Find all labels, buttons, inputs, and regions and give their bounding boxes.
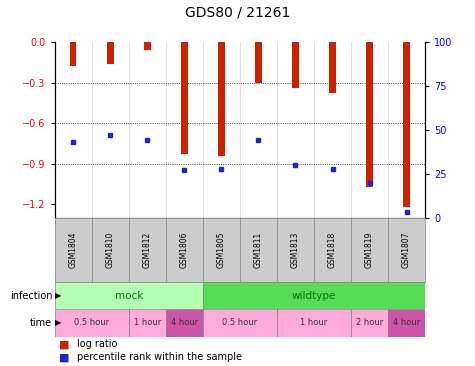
Bar [166, 309, 203, 337]
Text: GSM1811: GSM1811 [254, 232, 263, 268]
Text: 1 hour: 1 hour [133, 318, 161, 328]
Bar [366, 42, 373, 187]
Text: ■: ■ [59, 339, 70, 350]
Bar [351, 309, 388, 337]
Bar [277, 309, 351, 337]
Text: 0.5 hour: 0.5 hour [74, 318, 109, 328]
Text: ■: ■ [59, 352, 70, 362]
Bar [388, 309, 425, 337]
Text: time: time [30, 318, 52, 328]
Text: 0.5 hour: 0.5 hour [222, 318, 257, 328]
Text: GSM1812: GSM1812 [143, 232, 152, 268]
Bar [181, 42, 188, 154]
Bar [218, 42, 225, 156]
Text: 2 hour: 2 hour [356, 318, 383, 328]
Bar [107, 42, 114, 64]
Text: log ratio: log ratio [77, 339, 118, 350]
Bar [255, 42, 262, 83]
Bar [55, 282, 203, 309]
Text: ▶: ▶ [55, 318, 62, 328]
Text: 4 hour: 4 hour [171, 318, 198, 328]
Bar [203, 282, 425, 309]
Text: GSM1807: GSM1807 [402, 232, 411, 268]
Text: GSM1804: GSM1804 [69, 232, 77, 268]
Text: GSM1805: GSM1805 [217, 232, 226, 268]
Text: GDS80 / 21261: GDS80 / 21261 [185, 5, 290, 19]
Text: ▶: ▶ [55, 291, 62, 300]
Text: percentile rank within the sample: percentile rank within the sample [77, 352, 242, 362]
Bar [292, 42, 299, 88]
Text: GSM1819: GSM1819 [365, 232, 374, 268]
Bar [129, 309, 166, 337]
Bar [144, 42, 151, 50]
Bar [329, 42, 336, 93]
Text: 4 hour: 4 hour [393, 318, 420, 328]
Text: GSM1806: GSM1806 [180, 232, 189, 268]
Text: GSM1818: GSM1818 [328, 232, 337, 268]
Text: GSM1810: GSM1810 [106, 232, 114, 268]
Bar [55, 309, 129, 337]
Text: GSM1813: GSM1813 [291, 232, 300, 268]
Bar [403, 42, 410, 207]
Bar [203, 309, 277, 337]
Text: 1 hour: 1 hour [300, 318, 328, 328]
Bar [70, 42, 76, 66]
Text: wildtype: wildtype [292, 291, 336, 300]
Text: infection: infection [10, 291, 52, 300]
Text: mock: mock [114, 291, 143, 300]
